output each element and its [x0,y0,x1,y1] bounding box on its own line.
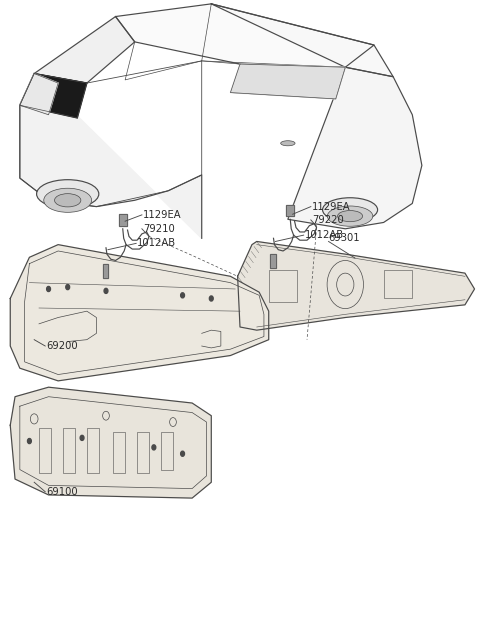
Bar [287,204,294,216]
Circle shape [104,288,108,293]
Bar [384,270,412,298]
Polygon shape [211,4,393,77]
Circle shape [180,451,184,457]
Bar [63,429,75,472]
Bar [103,264,108,277]
Text: 79210: 79210 [144,224,175,234]
Text: 79220: 79220 [312,215,344,225]
Polygon shape [238,241,475,330]
Bar [270,254,276,268]
Polygon shape [116,4,374,67]
Bar [119,214,127,225]
Circle shape [152,445,156,450]
Bar [269,270,298,302]
Text: 1012AB: 1012AB [137,238,176,248]
Bar [103,264,108,277]
Circle shape [66,284,70,290]
Ellipse shape [337,211,362,222]
Bar [113,432,125,472]
Ellipse shape [281,141,295,146]
Polygon shape [10,387,211,498]
Text: 1129EA: 1129EA [312,202,350,211]
Bar [287,204,294,216]
Circle shape [27,439,31,444]
Ellipse shape [36,180,99,208]
Polygon shape [230,64,345,99]
Ellipse shape [323,197,378,222]
Polygon shape [20,74,202,238]
Bar [161,432,173,469]
Circle shape [209,296,213,301]
Ellipse shape [55,194,81,207]
Text: 1012AB: 1012AB [305,230,344,240]
Circle shape [180,293,184,298]
Text: 69200: 69200 [46,341,78,351]
Polygon shape [288,67,422,229]
Polygon shape [20,74,58,115]
Bar [270,254,276,268]
Bar [137,432,149,472]
Polygon shape [10,244,269,381]
Text: 69301: 69301 [328,233,360,243]
Ellipse shape [44,188,92,212]
Ellipse shape [327,206,373,226]
Circle shape [80,436,84,441]
Polygon shape [34,17,135,83]
Text: 69100: 69100 [46,487,78,497]
Bar [39,429,51,472]
Text: 1129EA: 1129EA [144,210,182,220]
Circle shape [47,286,50,291]
Bar [87,429,99,472]
Polygon shape [20,74,87,118]
Bar [119,214,127,225]
